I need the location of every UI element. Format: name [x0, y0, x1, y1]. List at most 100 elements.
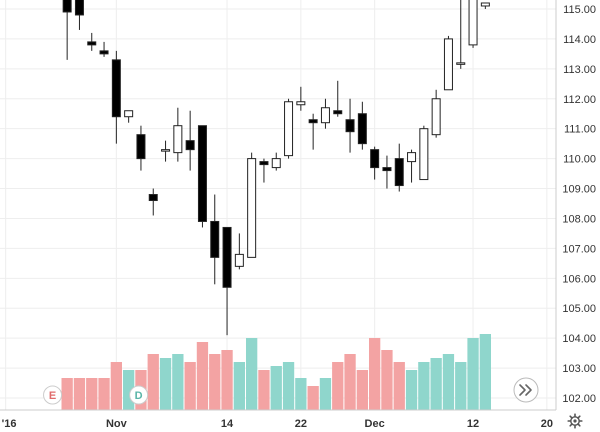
gear-tooth — [569, 423, 573, 427]
event-dividend-marker[interactable]: D — [129, 385, 149, 405]
gear-tooth — [569, 415, 573, 419]
candle-body — [259, 161, 269, 166]
volume-bar — [184, 362, 196, 410]
y-tick-label: 109.00 — [562, 184, 596, 196]
volume-bar — [123, 370, 135, 410]
candle-body — [173, 125, 183, 154]
y-tick-label: 108.00 — [562, 213, 596, 225]
y-tick-label: 113.00 — [563, 64, 596, 76]
volume-bar — [319, 378, 332, 410]
x-tick-label: 20 — [541, 418, 553, 430]
double-chevron-right-icon — [519, 384, 532, 396]
volume-bar — [381, 350, 393, 410]
volume-bar — [209, 354, 221, 410]
gear-tooth — [577, 415, 581, 419]
y-tick-label: 103.00 — [562, 363, 596, 375]
y-tick-label: 115.00 — [563, 4, 596, 16]
candle-body — [271, 158, 281, 169]
event-circle — [129, 385, 149, 405]
candle-body — [480, 2, 490, 7]
volume-bar — [393, 362, 405, 410]
volume-bar — [282, 362, 295, 410]
candle-body — [333, 110, 343, 115]
event-letter: E — [49, 390, 56, 402]
candle-body — [443, 38, 453, 91]
volume-bar — [455, 362, 467, 410]
candle-body — [74, 0, 84, 16]
candle-body — [345, 119, 355, 133]
volume-bar — [369, 338, 381, 410]
x-tick-label: 22 — [295, 418, 307, 430]
volume-bar — [442, 354, 455, 410]
volume-bar — [233, 362, 245, 410]
candle-body — [99, 50, 109, 55]
candle-body — [407, 152, 417, 163]
candle-body — [161, 149, 171, 152]
event-circle — [43, 385, 63, 405]
volume-bar — [467, 338, 479, 410]
volume-bar — [295, 378, 307, 410]
volume-bar — [332, 362, 344, 410]
candle-body — [185, 140, 195, 151]
x-tick-label: 12 — [467, 418, 479, 430]
candle-body — [419, 128, 429, 181]
volume-bar — [73, 378, 86, 410]
x-tick-label: t '16 — [0, 418, 16, 430]
y-tick-label: 107.00 — [562, 243, 596, 255]
candle-body — [111, 59, 121, 118]
volume-bar — [147, 354, 159, 410]
volume-bar — [405, 370, 418, 410]
event-earnings-marker[interactable]: E — [43, 385, 63, 405]
volume-bar — [61, 378, 73, 410]
candle-body — [62, 0, 72, 13]
volume-bar — [196, 342, 209, 410]
candle-body — [382, 167, 392, 172]
x-axis: t '16 Nov 14 22 Dec 12 20 — [0, 409, 556, 430]
volume-bar — [270, 366, 282, 410]
x-tick-label: Nov — [106, 418, 128, 430]
gear-center — [573, 419, 577, 423]
volume-bar — [307, 386, 319, 410]
candle-body — [370, 149, 380, 169]
volume-bar — [258, 370, 270, 410]
volume-bar — [418, 362, 430, 410]
volume-bar — [98, 378, 110, 410]
volume-bar — [110, 362, 122, 410]
y-tick-label: 104.00 — [562, 333, 596, 345]
gear-icon[interactable] — [567, 413, 583, 429]
candle-body — [197, 125, 207, 222]
volume-bars — [61, 334, 491, 410]
candle-body — [296, 101, 306, 106]
double-chevron-right-icon[interactable] — [513, 377, 539, 403]
y-tick-label: 114.00 — [563, 34, 596, 46]
candle-body — [468, 0, 478, 46]
grid-lines — [0, 0, 556, 410]
candle-body — [431, 98, 441, 136]
volume-bar — [356, 370, 368, 410]
x-tick-label: 14 — [221, 418, 234, 430]
chart-controls[interactable] — [513, 377, 583, 429]
x-tick-label: Dec — [365, 418, 385, 430]
volume-bar — [479, 334, 491, 410]
candle-body — [234, 253, 244, 267]
candle-body — [320, 107, 330, 124]
candle-body — [284, 101, 294, 157]
y-axis: 102.00 103.00 104.00 105.00 106.00 107.00 108.… — [555, 0, 596, 410]
y-tick-label: 111.00 — [564, 124, 596, 136]
y-tick-label: 110.00 — [563, 154, 596, 166]
nav-button-bg — [513, 377, 539, 403]
y-tick-label: 112.00 — [563, 94, 596, 106]
volume-bar — [246, 338, 258, 410]
candle-body — [394, 158, 404, 187]
event-letter: D — [135, 390, 143, 402]
candle-body — [222, 226, 232, 288]
y-tick-label: 102.00 — [562, 393, 596, 405]
candle-body — [456, 62, 466, 65]
volume-bar — [430, 358, 442, 410]
y-tick-label: 105.00 — [562, 303, 596, 315]
candle-body — [136, 134, 146, 160]
y-tick-label: 106.00 — [562, 273, 596, 285]
candle-body — [308, 119, 318, 124]
